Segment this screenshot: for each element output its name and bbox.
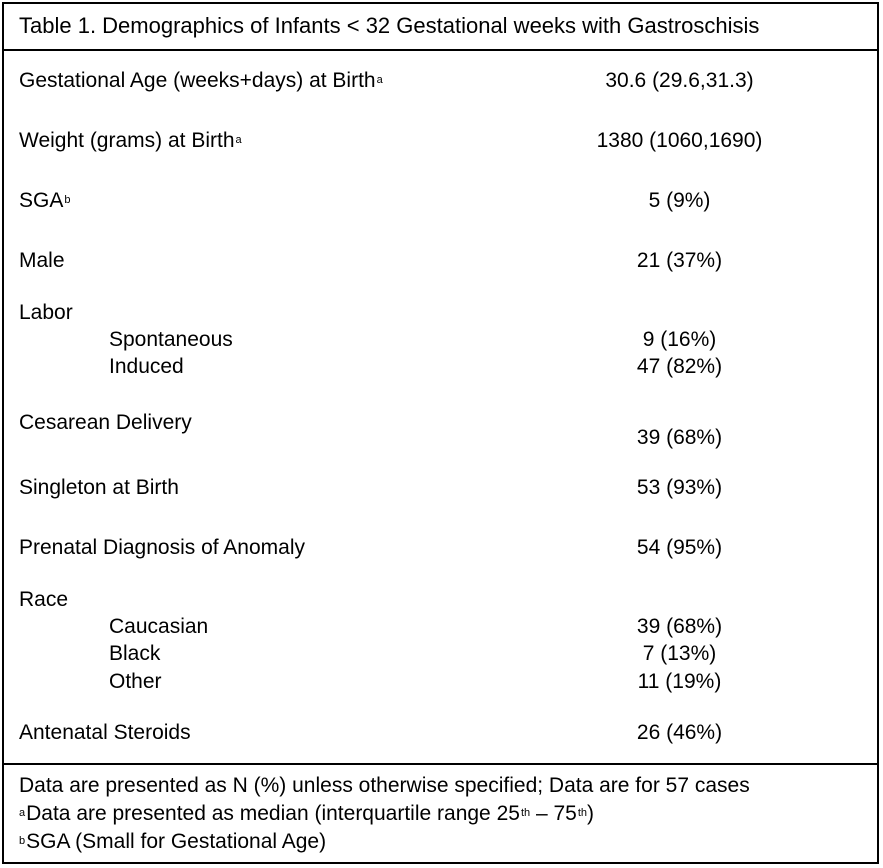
row-value-male: 21 (37%): [636, 249, 723, 272]
footnote-a: aData are presented as median (interquar…: [19, 802, 595, 825]
row-value-other: 11 (19%): [637, 670, 722, 693]
row-value-sga: 5 (9%): [648, 189, 711, 212]
row-label-gestational-age: Gestational Age (weeks+days) at Birtha: [19, 69, 383, 92]
row-label-caucasian: Caucasian: [109, 615, 209, 638]
row-label-singleton: Singleton at Birth: [19, 476, 179, 499]
table-title: Table 1. Demographics of Infants < 32 Ge…: [19, 13, 760, 38]
row-label-cesarean: Cesarean Delivery: [19, 411, 192, 434]
row-value-black: 7 (13%): [642, 642, 717, 665]
row-value-antenatal-steroids: 26 (46%): [636, 721, 723, 744]
row-value-caucasian: 39 (68%): [636, 615, 723, 638]
row-label-prenatal-diagnosis: Prenatal Diagnosis of Anomaly: [19, 536, 305, 559]
row-value-singleton: 53 (93%): [636, 476, 723, 499]
row-label-race: Race: [19, 588, 69, 611]
row-label-sga: SGAb: [19, 189, 71, 212]
row-value-cesarean: 39 (68%): [636, 426, 723, 449]
row-value-induced: 47 (82%): [636, 355, 723, 378]
row-value-weight: 1380 (1060,1690): [596, 129, 763, 152]
row-value-spontaneous: 9 (16%): [642, 328, 717, 351]
row-label-black: Black: [109, 642, 161, 665]
footnote-divider: [4, 763, 877, 765]
footnote-general: Data are presented as N (%) unless other…: [19, 774, 750, 797]
row-label-labor: Labor: [19, 301, 73, 324]
row-label-other: Other: [109, 670, 162, 693]
row-label-spontaneous: Spontaneous: [109, 328, 233, 351]
row-label-weight: Weight (grams) at Birtha: [19, 129, 242, 152]
title-divider: [4, 49, 877, 51]
row-label-antenatal-steroids: Antenatal Steroids: [19, 721, 191, 744]
footnote-b: bSGA (Small for Gestational Age): [19, 830, 327, 853]
row-value-prenatal-diagnosis: 54 (95%): [636, 536, 723, 559]
row-value-gestational-age: 30.6 (29.6,31.3): [605, 69, 754, 92]
row-label-male: Male: [19, 249, 65, 272]
row-label-induced: Induced: [109, 355, 184, 378]
